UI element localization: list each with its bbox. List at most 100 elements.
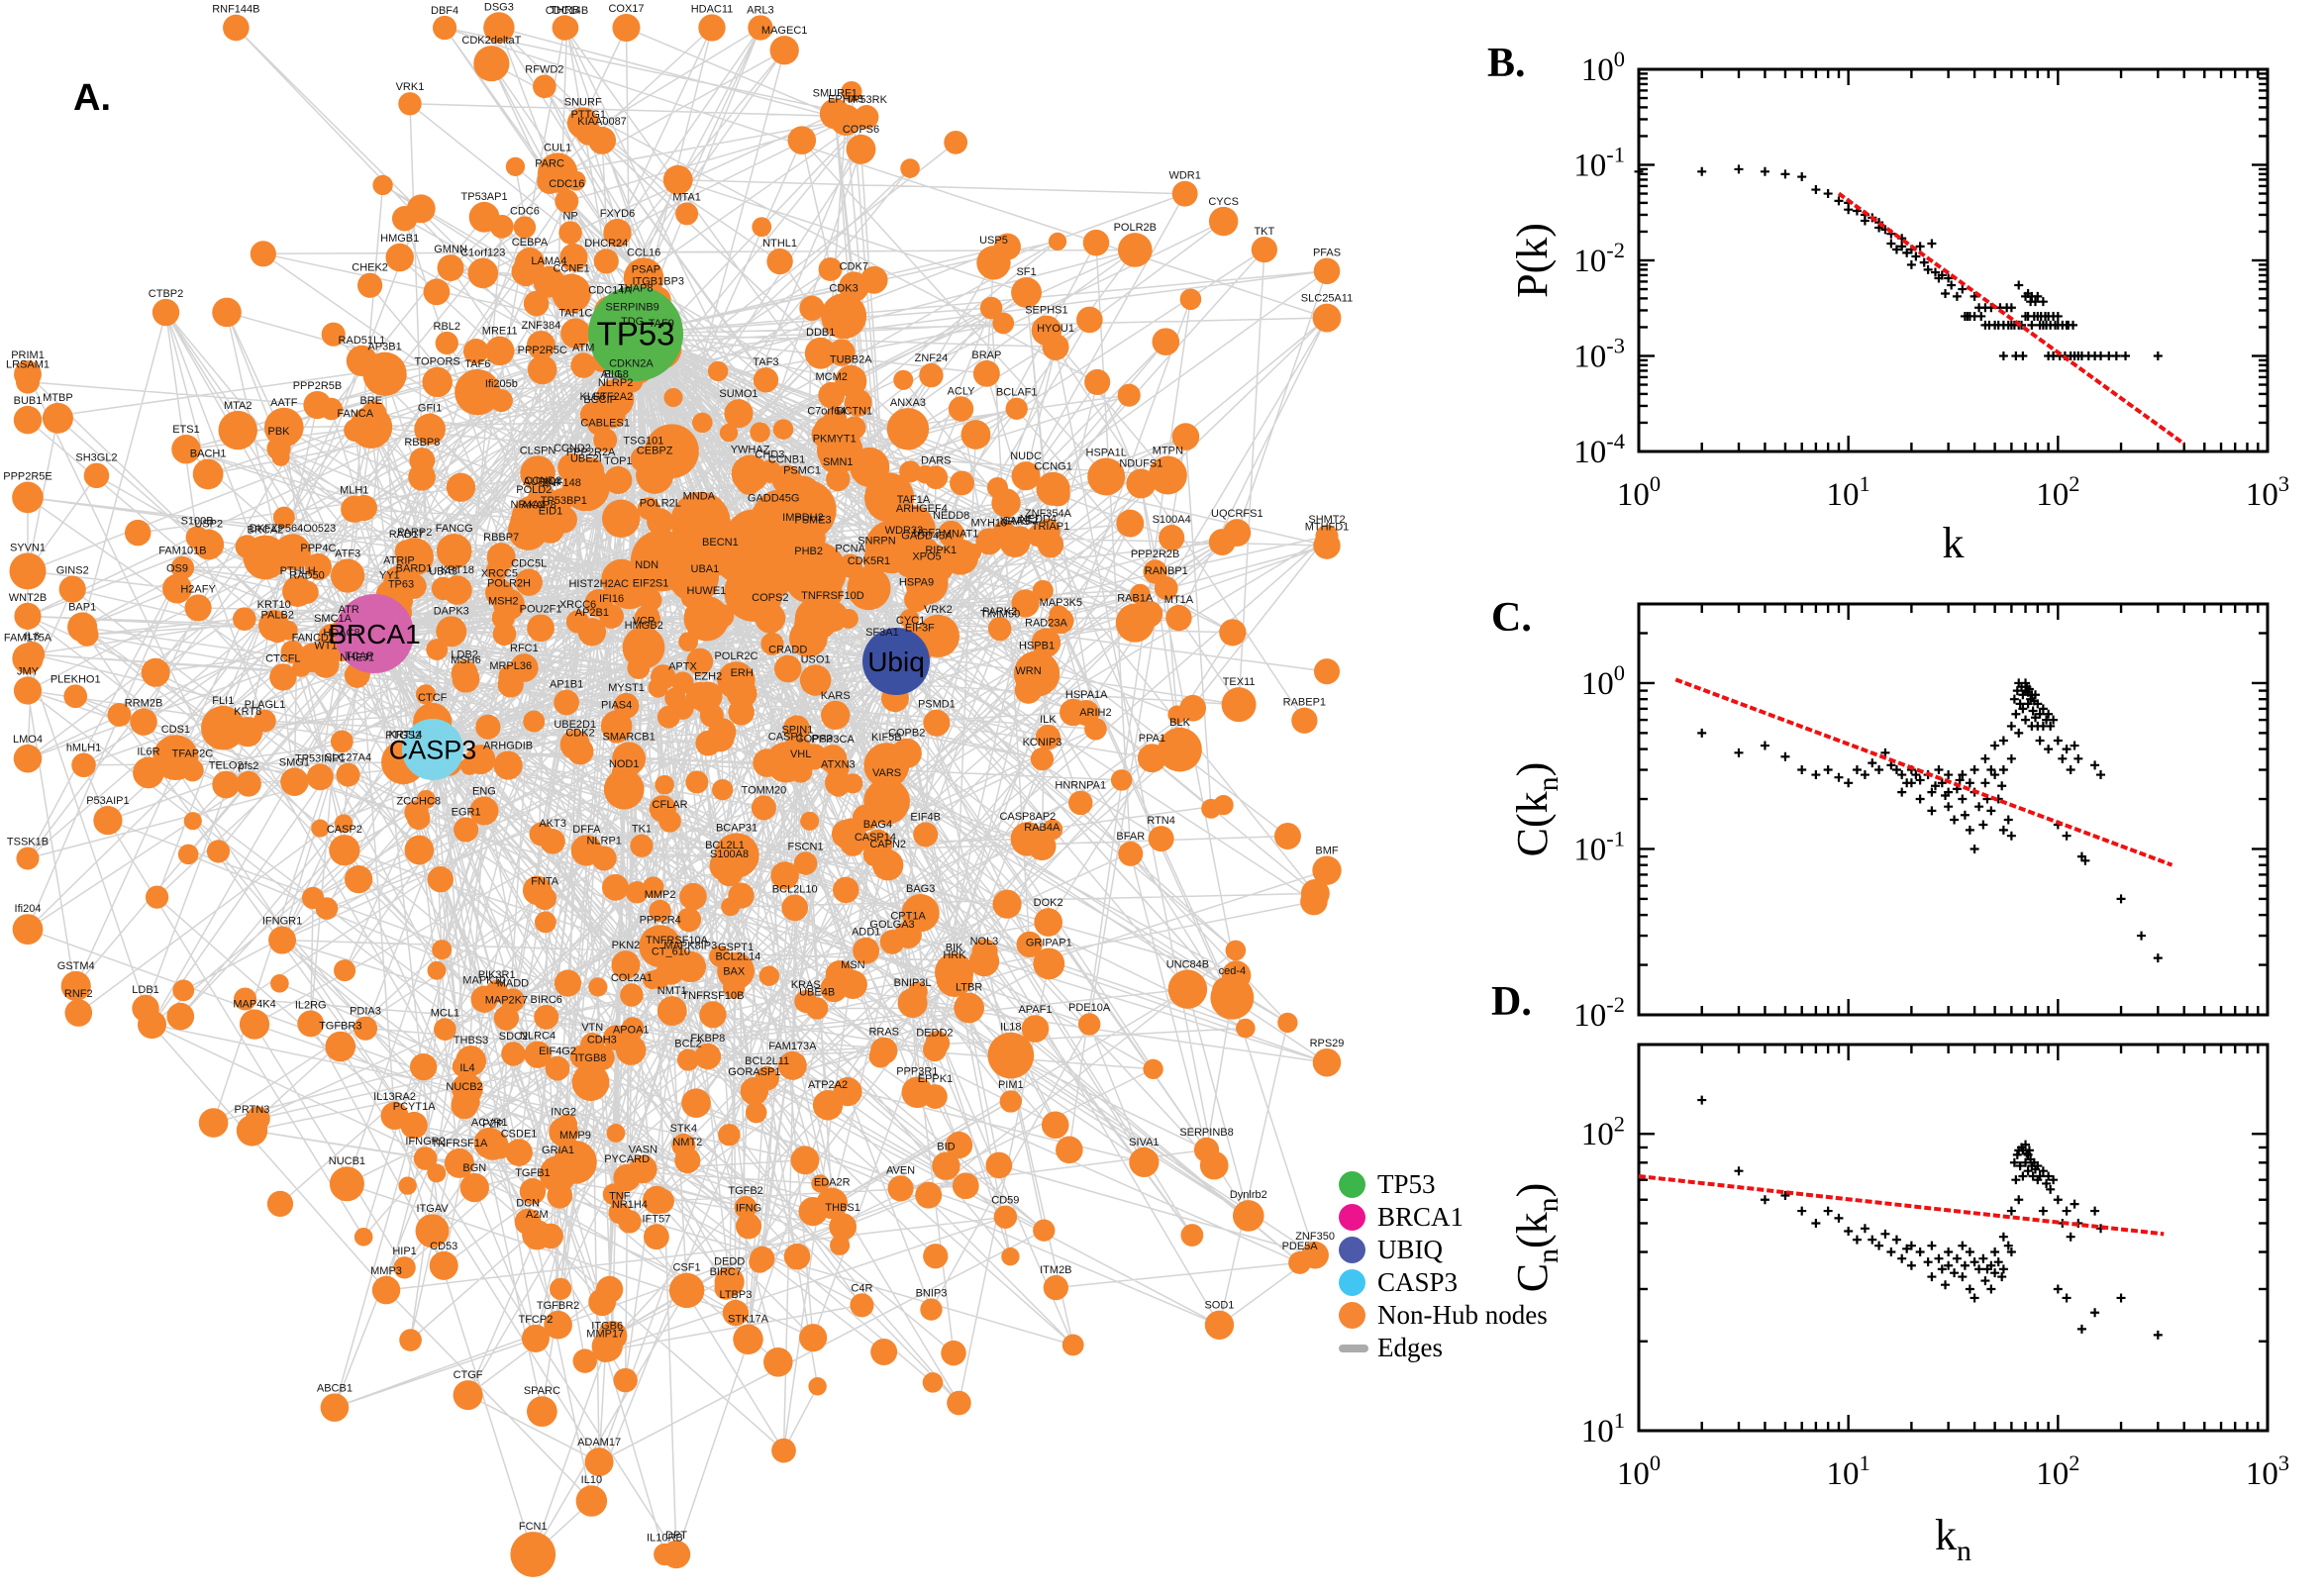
- network-node: [250, 241, 276, 267]
- network-node: [1077, 1013, 1101, 1036]
- network-node: [698, 14, 726, 42]
- node-label: KARS: [821, 690, 851, 702]
- data-point: [1880, 748, 1890, 757]
- node-label: PPP4C: [300, 543, 336, 554]
- node-label: ZCCHC8: [396, 796, 441, 808]
- network-node: [852, 804, 879, 832]
- node-label: ZNF354A: [1025, 508, 1072, 520]
- network-node: [513, 216, 537, 239]
- node-label: Ifi204: [15, 903, 42, 915]
- network-node: [1179, 694, 1207, 722]
- node-label: KRT8: [234, 706, 261, 718]
- node-label: COX17: [608, 3, 644, 15]
- network-node: [1021, 1015, 1050, 1043]
- network-node: [372, 174, 393, 196]
- network-node: [663, 387, 683, 408]
- network-node: [560, 318, 591, 349]
- network-node: [329, 835, 360, 866]
- network-node: [356, 272, 383, 298]
- node-label: PPP2R5B: [293, 380, 343, 392]
- network-node: [826, 755, 850, 780]
- network-node: [668, 550, 720, 602]
- node-label: ELL: [604, 368, 624, 380]
- network-node: [992, 889, 1022, 919]
- node-label: CSF1: [673, 1262, 701, 1274]
- data-point: [2070, 1199, 2079, 1209]
- network-node: [844, 388, 872, 417]
- network-node: [1076, 306, 1103, 334]
- node-label: BRE: [359, 395, 382, 407]
- node-label: MMP2: [645, 889, 676, 901]
- network-node: [556, 1113, 577, 1135]
- network-node: [15, 369, 41, 394]
- data-point: [2024, 1146, 2034, 1155]
- node-label: PRTN3: [235, 1104, 270, 1116]
- legend-label: BRCA1: [1377, 1202, 1464, 1232]
- node-label: PSAP: [632, 263, 660, 275]
- data-point: [2035, 1171, 2045, 1181]
- data-point: [2062, 1206, 2071, 1216]
- data-point: [1823, 1206, 1833, 1216]
- node-label: JMY: [17, 665, 40, 677]
- network-node: [505, 1139, 533, 1166]
- node-label: COPS3: [796, 733, 833, 745]
- node-label: ANXA3: [890, 397, 926, 409]
- node-label: APTX: [668, 660, 697, 672]
- network-node: [893, 369, 914, 390]
- data-point: [1844, 1227, 1854, 1237]
- node-label: NLRP1: [586, 835, 621, 847]
- network-node: [676, 1048, 700, 1071]
- network-node: [192, 458, 224, 490]
- data-point: [2014, 280, 2024, 290]
- node-label: CCNB1: [768, 453, 805, 465]
- network-node: [1143, 1058, 1163, 1080]
- network-node: [306, 763, 334, 791]
- network-node: [601, 873, 629, 901]
- data-point: [2090, 1308, 2100, 1318]
- data-point: [2046, 721, 2056, 731]
- panel-label-d: D.: [1491, 979, 1532, 1025]
- node-label: NEDD4: [1020, 514, 1057, 526]
- node-label: MTBP: [43, 392, 73, 404]
- data-point: [2006, 303, 2016, 313]
- node-label: MAP3K5: [1040, 597, 1082, 609]
- node-label: FAM175A: [4, 632, 52, 644]
- node-label: DBF4: [431, 5, 458, 17]
- data-point: [1990, 1268, 2000, 1278]
- network-node: [239, 1009, 270, 1040]
- network-node: [538, 1223, 563, 1249]
- node-label: TSG101: [623, 436, 663, 448]
- node-label: SDC2: [499, 1031, 528, 1043]
- data-point: [1927, 1272, 1937, 1282]
- node-label: NMT1: [657, 985, 687, 997]
- node-label: VARS: [872, 767, 901, 779]
- power-law-fit-line: [1638, 1174, 2165, 1237]
- network-node: [593, 249, 619, 274]
- legend-item-casp3: CASP3: [1339, 1266, 1548, 1299]
- data-point: [1950, 1268, 1960, 1278]
- network-node: [925, 1031, 951, 1055]
- data-point: [1886, 1247, 1896, 1257]
- network-node: [612, 13, 641, 43]
- network-node: [550, 488, 573, 512]
- network-node: [107, 702, 132, 727]
- node-label: BNIP3: [916, 1287, 948, 1299]
- network-node: [1082, 229, 1110, 256]
- data-point: [2062, 745, 2071, 754]
- data-point: [2053, 1195, 2063, 1205]
- network-node: [526, 331, 556, 360]
- network-node: [637, 497, 660, 521]
- node-label: KIAA0087: [577, 116, 627, 128]
- network-node: [915, 1181, 943, 1209]
- network-node: [651, 664, 676, 690]
- network-node: [12, 914, 44, 945]
- network-node: [554, 1141, 597, 1184]
- network-node: [588, 126, 617, 154]
- network-node: [177, 844, 199, 865]
- node-label: TDG: [621, 316, 644, 328]
- network-node: [436, 533, 472, 569]
- node-label: FANCA: [337, 408, 373, 420]
- network-node: [200, 705, 246, 750]
- network-node: [748, 15, 773, 41]
- node-label: STK17A: [728, 1314, 769, 1326]
